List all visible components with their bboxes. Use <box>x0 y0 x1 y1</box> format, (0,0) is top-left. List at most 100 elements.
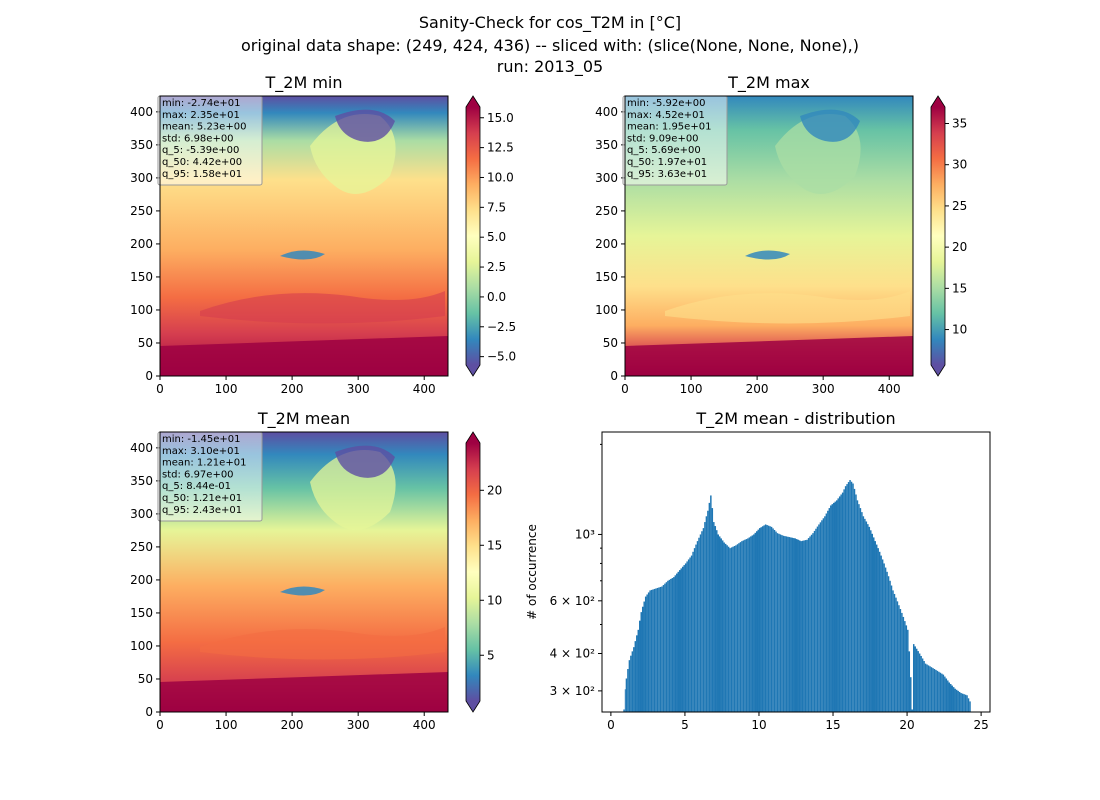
histogram-bar <box>658 587 660 712</box>
stats-line: q_50: 4.42e+00 <box>162 157 242 168</box>
colorbar-tick-label: 5.0 <box>487 230 506 244</box>
histogram-bar <box>921 658 924 712</box>
histogram-bar <box>901 612 903 712</box>
histogram-bar <box>690 555 693 712</box>
histogram-bar <box>624 689 626 712</box>
x-tick-label: 200 <box>281 382 304 396</box>
histogram-bar <box>852 483 854 712</box>
colorbar-tick-label: 10 <box>952 323 967 337</box>
stats-line: q_5: 5.69e+00 <box>627 145 701 156</box>
histogram-bar <box>908 651 911 712</box>
colorbar-tick-label: 0.0 <box>487 290 506 304</box>
histogram-bar <box>643 601 645 712</box>
histogram-bar <box>634 641 637 712</box>
colorbar-tick-label: 35 <box>952 116 967 130</box>
histogram-bar <box>837 498 839 712</box>
histogram-bar <box>692 551 694 712</box>
y-tick-label: 100 <box>130 639 153 653</box>
histogram-bar <box>895 597 897 712</box>
histogram-bar <box>886 571 888 712</box>
histogram-bar <box>671 578 674 712</box>
histogram-bar <box>838 496 841 712</box>
stats-line: mean: 1.95e+01 <box>627 122 711 133</box>
histogram-bar <box>680 568 682 712</box>
histogram-bar <box>673 577 675 712</box>
histogram-bar <box>764 524 767 712</box>
histogram-bar <box>944 676 946 712</box>
histogram-bar <box>892 590 894 712</box>
y-tick-label: 350 <box>130 138 153 152</box>
histogram-bar <box>819 522 822 712</box>
histogram-bar <box>723 542 725 712</box>
histogram-bar <box>677 571 680 712</box>
histogram-bar <box>751 535 754 712</box>
stats-line: q_5: 8.44e-01 <box>162 481 231 492</box>
x-tick-label: 0 <box>621 382 629 396</box>
histogram-bar <box>933 669 936 712</box>
histogram-bar <box>713 522 715 712</box>
histogram-bar <box>797 539 799 712</box>
histogram-bar <box>647 592 650 712</box>
histogram-bar <box>714 526 717 712</box>
colorbar-tick-label: 20 <box>487 483 502 497</box>
histogram-bar <box>964 694 967 712</box>
histogram-bar <box>627 669 629 712</box>
y-tick-label: 50 <box>138 672 153 686</box>
colorbar-tick-label: 7.5 <box>487 200 506 214</box>
stats-line: max: 3.10e+01 <box>162 446 240 457</box>
histogram-bar <box>834 501 836 712</box>
histogram-bar <box>707 510 709 712</box>
stats-line: min: -5.92e+00 <box>627 98 706 109</box>
histogram-bar <box>939 672 942 712</box>
histogram-bar <box>816 526 819 712</box>
histogram-bar <box>951 685 953 712</box>
histogram-bar <box>758 528 761 712</box>
histogram-bar <box>930 667 933 712</box>
histogram-bar <box>947 680 949 712</box>
histogram-bar <box>732 546 734 712</box>
histogram-bar <box>705 516 708 712</box>
histogram-bar <box>782 535 785 712</box>
stats-line: q_95: 2.43e+01 <box>162 505 242 516</box>
histogram-bar <box>710 495 712 712</box>
y-tick-label: 300 <box>130 507 153 521</box>
histogram-bar <box>665 582 668 712</box>
histogram-bar <box>881 559 884 712</box>
histogram-bar <box>788 537 791 712</box>
histogram-axes <box>601 431 991 713</box>
histogram-bar <box>807 538 810 712</box>
histogram-bar <box>776 533 779 712</box>
histogram-bar <box>898 605 900 712</box>
y-tick-label: 100 <box>130 303 153 317</box>
histogram-bar <box>649 590 651 712</box>
histogram-bar <box>810 534 813 712</box>
histogram-bar <box>796 539 798 712</box>
histogram-bar <box>747 538 749 712</box>
histogram-bar <box>791 537 794 712</box>
histogram-bar <box>926 664 928 712</box>
x-tick-label: 300 <box>347 382 370 396</box>
y-tick-label: 50 <box>603 336 618 350</box>
y-tick-label: 150 <box>130 606 153 620</box>
colorbar-tick-label: 12.5 <box>487 141 514 155</box>
x-tick-label: 20 <box>899 718 914 732</box>
histogram-bar <box>653 588 656 712</box>
histogram-bar <box>827 510 829 712</box>
x-tick-label: 0 <box>156 382 164 396</box>
histogram-bar <box>778 533 780 712</box>
histogram-bar <box>623 709 625 712</box>
y-axis-label: # of occurrence <box>525 524 539 620</box>
y-tick-label: 3 × 10² <box>550 684 596 698</box>
histogram-bar <box>637 629 640 712</box>
histogram-bar <box>924 663 927 712</box>
x-tick-label: 200 <box>281 718 304 732</box>
x-tick-label: 100 <box>215 718 238 732</box>
y-tick-label: 300 <box>130 171 153 185</box>
x-tick-label: 25 <box>973 718 988 732</box>
histogram-bar <box>884 567 887 712</box>
histogram-bar <box>794 538 796 712</box>
y-tick-label: 250 <box>595 204 618 218</box>
histogram-bar <box>674 575 677 712</box>
